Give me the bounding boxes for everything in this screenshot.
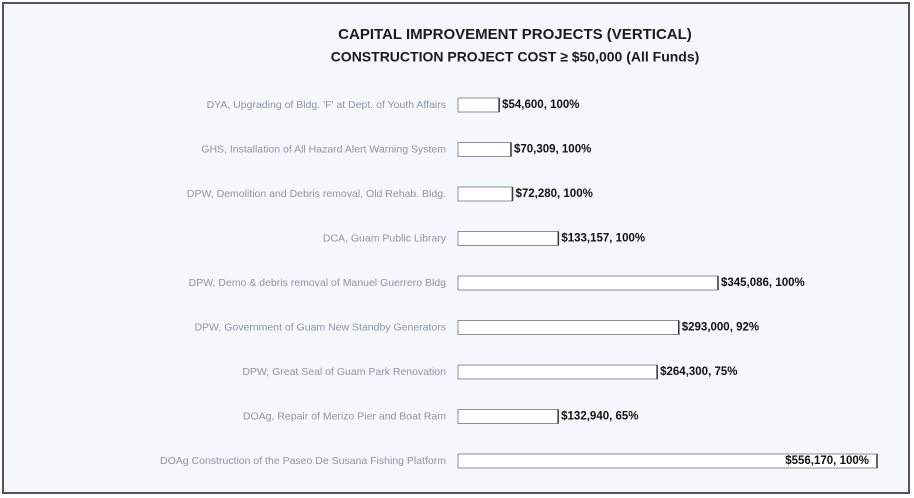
category-label: DPW, Government of Guam New Standby Gene… xyxy=(194,321,446,333)
bar xyxy=(457,97,500,113)
category-label: DPW, Demolition and Debris removal, Old … xyxy=(187,188,446,200)
value-label: $345,086, 100% xyxy=(721,277,805,289)
bar xyxy=(457,142,512,157)
value-label: $70,309, 100% xyxy=(514,144,591,156)
category-label: DPW, Great Seal of Guam Park Renovation xyxy=(242,366,446,378)
category-label: DCA, Guam Public Library xyxy=(323,232,447,244)
bar xyxy=(457,409,559,424)
bar xyxy=(457,231,559,246)
value-label: $264,300, 75% xyxy=(660,366,737,378)
chart-subtitle: CONSTRUCTION PROJECT COST ≥ $50,000 (All… xyxy=(331,49,700,65)
category-label: DOAg Construction of the Paseo De Susana… xyxy=(160,455,446,467)
category-label: DYA, Upgrading of Bldg. 'F' at Dept. of … xyxy=(207,99,446,111)
bar xyxy=(457,275,719,291)
category-label: DPW, Demo & debris removal of Manuel Gue… xyxy=(189,277,447,289)
category-label: GHS, Installation of All Hazard Alert Wa… xyxy=(201,143,446,155)
value-label: $133,157, 100% xyxy=(561,233,645,245)
bar xyxy=(457,364,658,380)
value-label: $72,280, 100% xyxy=(515,188,592,200)
value-label: $132,940, 65% xyxy=(561,411,638,423)
bar xyxy=(457,186,513,202)
chart-title: CAPITAL IMPROVEMENT PROJECTS (VERTICAL) xyxy=(338,26,692,43)
value-label: $54,600, 100% xyxy=(502,99,579,111)
value-label: $293,000, 92% xyxy=(682,322,759,334)
value-label: $556,170, 100% xyxy=(785,455,869,467)
category-label: DOAg, Repair of Merizo Pier and Boat Ram xyxy=(243,410,446,422)
bar xyxy=(457,320,680,335)
